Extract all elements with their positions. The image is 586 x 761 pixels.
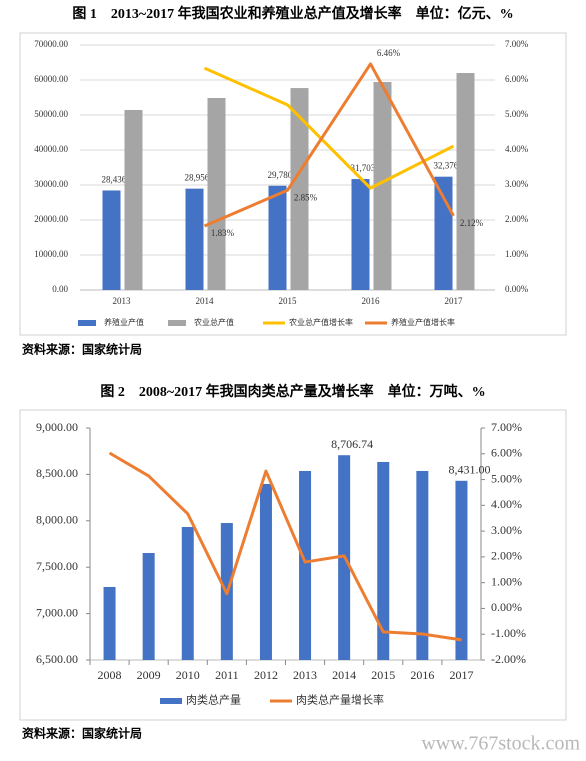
y2-tick-label: 7.00% [491, 420, 522, 434]
legend-label: 肉类总产量 [186, 693, 241, 707]
bar [124, 109, 143, 291]
chart-title: 图 1 2013~2017 年我国农业和养殖业总产值及增长率 单位：亿元、% [72, 5, 513, 22]
bar [455, 480, 468, 660]
legend-label: 养殖业产值 [104, 317, 144, 327]
x-tick-label: 2015 [279, 296, 298, 306]
y-tick-label: 9,000.00 [36, 420, 78, 434]
x-tick-label: 2011 [215, 668, 239, 682]
value-label: 2.12% [460, 218, 484, 228]
x-tick-label: 2013 [293, 668, 317, 682]
watermark: www.767stock.com [421, 733, 580, 755]
legend-swatch [160, 698, 182, 704]
y-tick-label: 50000.00 [34, 109, 68, 119]
x-tick-label: 2017 [449, 668, 473, 682]
y2-tick-label: 1.00% [491, 574, 522, 588]
bar [185, 188, 204, 290]
y-tick-label: 8,000.00 [36, 513, 78, 527]
x-tick-label: 2012 [254, 668, 278, 682]
y-tick-label: 7,000.00 [36, 605, 78, 619]
x-tick-label: 2014 [332, 668, 356, 682]
line [203, 62, 455, 228]
y-tick-label: 20000.00 [34, 214, 68, 224]
bar [456, 73, 475, 290]
x-tick-label: 2008 [98, 668, 122, 682]
x-tick-label: 2010 [176, 668, 200, 682]
y-tick-label: 8,500.00 [36, 466, 78, 480]
y2-tick-label: 1.00% [505, 249, 529, 259]
line [203, 66, 455, 190]
value-label: 6.46% [377, 48, 401, 58]
y2-tick-label: 4.00% [491, 497, 522, 511]
x-tick-label: 2013 [113, 296, 132, 306]
value-label: 32,376.00 [434, 161, 471, 171]
bar [373, 81, 392, 291]
legend-label: 农业总产值增长率 [289, 317, 353, 327]
legend-label: 养殖业产值增长率 [391, 317, 455, 327]
value-label: 8,431.00 [448, 463, 490, 477]
bar [142, 553, 155, 660]
chart-frame [19, 32, 567, 336]
x-tick-label: 2014 [196, 296, 215, 306]
y2-tick-label: 6.00% [491, 446, 522, 460]
y2-tick-label: 7.00% [505, 39, 529, 49]
chart-title: 图 2 2008~2017 年我国肉类总产量及增长率 单位：万吨、% [100, 383, 485, 400]
y-tick-label: 6,500.00 [36, 652, 78, 666]
y2-tick-label: 6.00% [505, 74, 529, 84]
value-label: 8,706.74 [331, 437, 373, 451]
bar [377, 461, 390, 660]
y2-tick-label: 4.00% [505, 144, 529, 154]
y-tick-label: 40000.00 [34, 144, 68, 154]
bar [299, 470, 312, 660]
bar [103, 586, 116, 660]
y-tick-label: 60000.00 [34, 74, 68, 84]
legend-label: 肉类总产量增长率 [296, 693, 384, 707]
value-label: 29,780.00 [268, 170, 305, 180]
line [108, 451, 462, 642]
y2-tick-label: 5.00% [491, 471, 522, 485]
value-label: 28,956.00 [185, 173, 222, 183]
y-tick-label: 0.00 [52, 284, 68, 294]
value-label: 28,436.00 [102, 175, 139, 185]
legend-label: 农业总产值 [194, 317, 234, 327]
source: 资料来源：国家统计局 [22, 726, 142, 741]
y-tick-label: 10000.00 [34, 249, 68, 259]
x-tick-label: 2015 [371, 668, 395, 682]
bar [434, 176, 453, 290]
bar [416, 470, 429, 660]
bar [181, 527, 194, 660]
y2-tick-label: -2.00% [491, 652, 526, 666]
bar [102, 190, 121, 290]
chart-frame [19, 409, 567, 721]
y2-tick-label: 3.00% [505, 179, 529, 189]
x-tick-label: 2016 [410, 668, 434, 682]
bar [290, 88, 309, 290]
y2-tick-label: 5.00% [505, 109, 529, 119]
bar [268, 185, 287, 290]
value-label: 1.83% [211, 228, 235, 238]
source: 资料来源：国家统计局 [22, 342, 142, 357]
y2-tick-label: -1.00% [491, 626, 526, 640]
y2-tick-label: 2.00% [505, 214, 529, 224]
bar [207, 97, 226, 291]
bar [259, 483, 272, 660]
y2-tick-label: 3.00% [491, 523, 522, 537]
x-tick-label: 2016 [362, 296, 381, 306]
y-tick-label: 30000.00 [34, 179, 68, 189]
value-label: 31,703.00 [351, 163, 388, 173]
legend-swatch [168, 320, 186, 326]
legend-swatch [78, 320, 96, 326]
y-tick-label: 7,500.00 [36, 559, 78, 573]
y2-tick-label: 2.00% [491, 549, 522, 563]
bar [351, 179, 370, 290]
y2-tick-label: 0.00% [505, 284, 529, 294]
x-tick-label: 2009 [137, 668, 161, 682]
y2-tick-label: 0.00% [491, 600, 522, 614]
value-label: 2.85% [294, 192, 318, 202]
y-tick-label: 70000.00 [34, 39, 68, 49]
x-tick-label: 2017 [445, 296, 464, 306]
